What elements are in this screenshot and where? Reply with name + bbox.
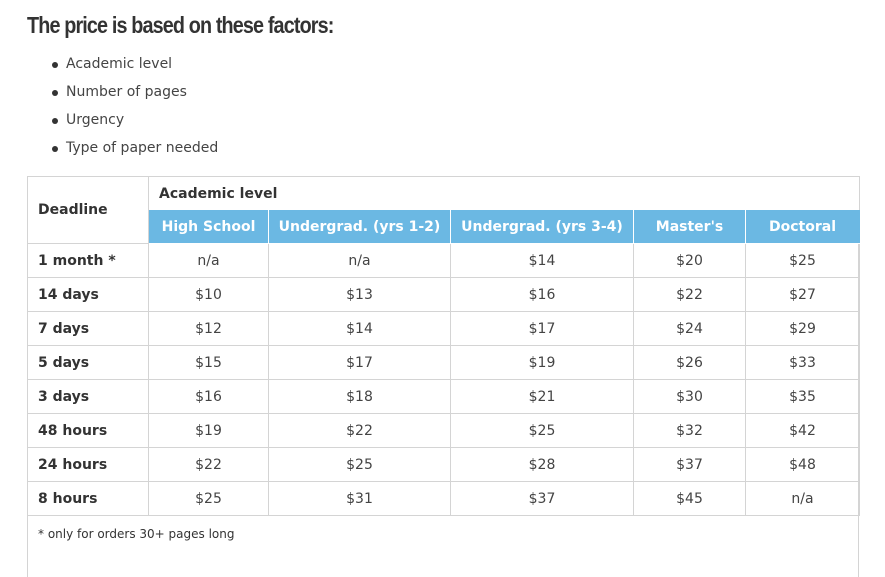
price-cell: $10 bbox=[148, 277, 269, 312]
table-row: 8 hours $25 $31 $37 $45 n/a bbox=[27, 481, 860, 516]
page-title: The price is based on these factors: bbox=[27, 12, 334, 38]
list-item-label: Type of paper needed bbox=[66, 140, 219, 156]
bullet-icon bbox=[52, 146, 58, 152]
table-row: 3 days $16 $18 $21 $30 $35 bbox=[27, 379, 860, 414]
price-cell: $30 bbox=[633, 379, 746, 414]
level-column-header: Undergrad. (yrs 1-2) bbox=[268, 210, 451, 244]
price-cell: $19 bbox=[450, 345, 634, 380]
price-cell: $25 bbox=[268, 447, 451, 482]
table-row: 48 hours $19 $22 $25 $32 $42 bbox=[27, 413, 860, 448]
list-item-label: Number of pages bbox=[66, 84, 187, 100]
bullet-icon bbox=[52, 62, 58, 68]
price-cell: n/a bbox=[268, 243, 451, 278]
price-cell: $37 bbox=[450, 481, 634, 516]
price-cell: $19 bbox=[148, 413, 269, 448]
price-cell: $28 bbox=[450, 447, 634, 482]
price-cell: $24 bbox=[633, 311, 746, 346]
price-cell: $14 bbox=[450, 243, 634, 278]
level-column-header: Master's bbox=[633, 210, 746, 244]
price-cell: n/a bbox=[745, 481, 860, 516]
list-item: Number of pages bbox=[50, 80, 218, 108]
price-table: Deadline Academic level High School Unde… bbox=[27, 176, 860, 516]
price-cell: n/a bbox=[148, 243, 269, 278]
list-item: Academic level bbox=[50, 52, 218, 80]
table-row: 14 days $10 $13 $16 $22 $27 bbox=[27, 277, 860, 312]
deadline-column-header: Deadline bbox=[27, 176, 149, 244]
list-item: Type of paper needed bbox=[50, 136, 218, 164]
footnote: * only for orders 30+ pages long bbox=[38, 527, 235, 541]
level-column-header: Doctoral bbox=[745, 210, 860, 244]
deadline-cell: 5 days bbox=[27, 345, 149, 380]
price-cell: $25 bbox=[148, 481, 269, 516]
price-cell: $17 bbox=[450, 311, 634, 346]
price-cell: $32 bbox=[633, 413, 746, 448]
price-cell: $20 bbox=[633, 243, 746, 278]
level-column-header: High School bbox=[148, 210, 269, 244]
level-header-row: High School Undergrad. (yrs 1-2) Undergr… bbox=[28, 210, 860, 244]
price-table-panel: Deadline Academic level High School Unde… bbox=[27, 176, 860, 577]
price-cell: $12 bbox=[148, 311, 269, 346]
list-item-label: Urgency bbox=[66, 112, 125, 128]
deadline-cell: 7 days bbox=[27, 311, 149, 346]
price-cell: $21 bbox=[450, 379, 634, 414]
factors-list: Academic level Number of pages Urgency T… bbox=[50, 52, 218, 164]
bullet-icon bbox=[52, 118, 58, 124]
price-cell: $37 bbox=[633, 447, 746, 482]
deadline-cell: 24 hours bbox=[27, 447, 149, 482]
price-cell: $22 bbox=[148, 447, 269, 482]
level-column-header: Undergrad. (yrs 3-4) bbox=[450, 210, 634, 244]
deadline-cell: 1 month * bbox=[27, 243, 149, 278]
deadline-cell: 8 hours bbox=[27, 481, 149, 516]
price-cell: $13 bbox=[268, 277, 451, 312]
price-cell: $29 bbox=[745, 311, 860, 346]
table-row: 7 days $12 $14 $17 $24 $29 bbox=[27, 311, 860, 346]
price-cell: $17 bbox=[268, 345, 451, 380]
price-cell: $48 bbox=[745, 447, 860, 482]
price-cell: $15 bbox=[148, 345, 269, 380]
price-cell: $26 bbox=[633, 345, 746, 380]
deadline-cell: 14 days bbox=[27, 277, 149, 312]
bullet-icon bbox=[52, 90, 58, 96]
table-row: 1 month * n/a n/a $14 $20 $25 bbox=[27, 243, 860, 278]
price-cell: $25 bbox=[745, 243, 860, 278]
price-cell: $16 bbox=[148, 379, 269, 414]
price-cell: $22 bbox=[268, 413, 451, 448]
price-cell: $42 bbox=[745, 413, 860, 448]
price-cell: $25 bbox=[450, 413, 634, 448]
list-item-label: Academic level bbox=[66, 56, 173, 72]
price-cell: $33 bbox=[745, 345, 860, 380]
deadline-cell: 48 hours bbox=[27, 413, 149, 448]
price-cell: $45 bbox=[633, 481, 746, 516]
price-cell: $16 bbox=[450, 277, 634, 312]
table-row: 5 days $15 $17 $19 $26 $33 bbox=[27, 345, 860, 380]
price-cell: $35 bbox=[745, 379, 860, 414]
price-cell: $18 bbox=[268, 379, 451, 414]
price-cell: $22 bbox=[633, 277, 746, 312]
price-cell: $14 bbox=[268, 311, 451, 346]
deadline-cell: 3 days bbox=[27, 379, 149, 414]
academic-level-header: Academic level bbox=[148, 176, 860, 210]
table-row: 24 hours $22 $25 $28 $37 $48 bbox=[27, 447, 860, 482]
list-item: Urgency bbox=[50, 108, 218, 136]
price-cell: $27 bbox=[745, 277, 860, 312]
price-cell: $31 bbox=[268, 481, 451, 516]
